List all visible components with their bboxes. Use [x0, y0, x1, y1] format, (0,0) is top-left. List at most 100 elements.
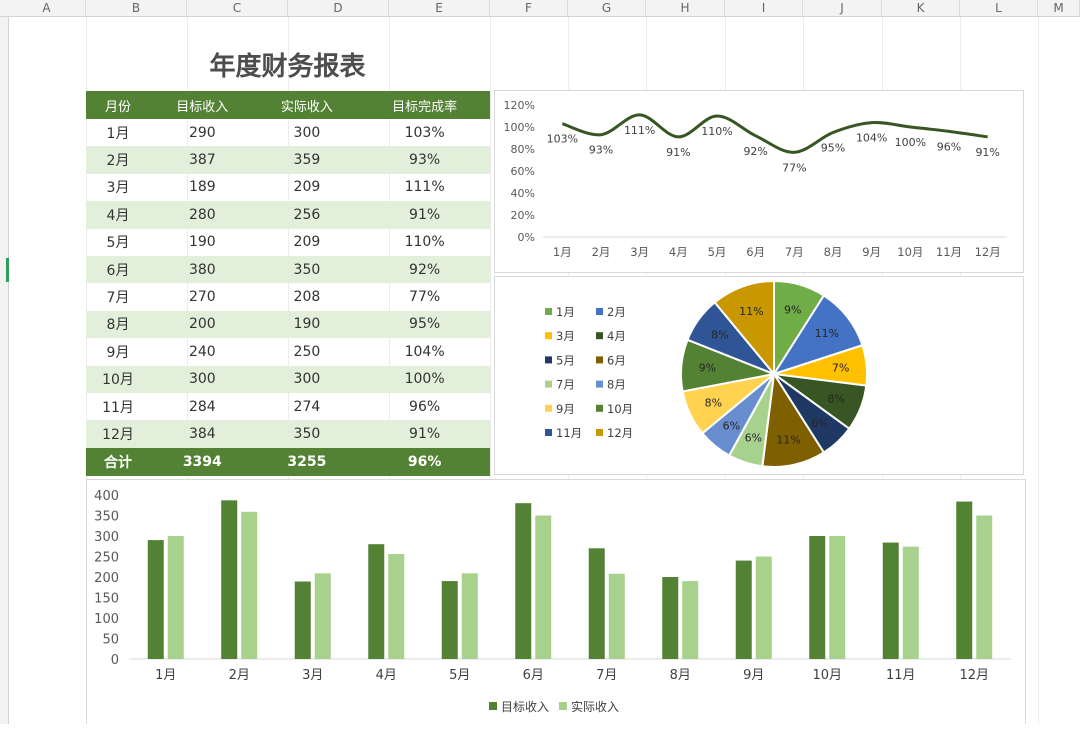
table-cell[interactable]: 350	[254, 255, 360, 284]
column-header-b[interactable]: B	[86, 0, 187, 16]
x-tick-label: 12月	[975, 245, 1001, 259]
table-cell[interactable]: 104%	[404, 343, 445, 360]
sheet-gridline	[490, 17, 491, 724]
table-header-cell[interactable]: 实际收入	[254, 91, 360, 119]
table-cell[interactable]: 384	[150, 420, 255, 448]
table-cell[interactable]: 274	[293, 398, 321, 415]
table-cell[interactable]: 209	[293, 179, 321, 196]
table-cell[interactable]: 111%	[404, 179, 445, 196]
column-header-m[interactable]: M	[1038, 0, 1080, 16]
column-header-e[interactable]: E	[389, 0, 490, 16]
column-header-h[interactable]: H	[646, 0, 725, 16]
table-cell[interactable]: 6月	[86, 255, 150, 284]
table-cell[interactable]: 103%	[404, 124, 445, 141]
x-tick-label: 7月	[596, 668, 617, 683]
table-cell[interactable]: 250	[293, 343, 321, 360]
table-cell[interactable]: 95%	[359, 310, 490, 339]
income-bar-chart[interactable]: 0 50 100 150 200 250 300 350 400 1月 2月 3月 4月 5月 6月 7月 8月…	[86, 479, 1026, 724]
legend-swatch	[596, 356, 603, 364]
legend-swatch	[559, 702, 567, 710]
table-cell[interactable]: 91%	[359, 420, 490, 448]
table-cell[interactable]: 9月	[106, 344, 130, 361]
table-cell[interactable]: 11月	[102, 399, 134, 416]
line-data-label: 111%	[624, 124, 655, 137]
y-tick-label: 120%	[504, 99, 535, 112]
table-cell[interactable]: 189	[188, 179, 216, 196]
table-cell[interactable]: 380	[150, 255, 255, 284]
table-cell[interactable]: 300	[293, 124, 321, 141]
table-cell[interactable]: 284	[188, 398, 216, 415]
table-cell[interactable]: 300	[150, 365, 255, 393]
table-cell[interactable]: 280	[150, 201, 255, 229]
completion-rate-line-chart[interactable]: 0% 20% 40% 60% 80% 100% 120% 1月 2月 3月 4月 5月 6月 7月 8月 9月…	[494, 90, 1024, 273]
table-cell[interactable]: 359	[254, 146, 360, 174]
column-header-l[interactable]: L	[960, 0, 1038, 16]
table-cell[interactable]: 3月	[106, 180, 130, 197]
table-cell[interactable]: 190	[254, 310, 360, 339]
table-cell[interactable]: 240	[188, 343, 216, 360]
table-cell[interactable]: 10月	[86, 365, 150, 393]
bar	[882, 542, 899, 659]
column-header-i[interactable]: I	[725, 0, 803, 16]
column-header-k[interactable]: K	[882, 0, 960, 16]
table-header-cell[interactable]: 月份	[86, 91, 150, 119]
bar	[388, 554, 405, 659]
table-cell[interactable]: 77%	[409, 289, 441, 306]
table-cell[interactable]: 1月	[106, 125, 130, 142]
bar	[167, 536, 184, 659]
table-cell[interactable]: 350	[254, 420, 360, 448]
column-header-g[interactable]: G	[568, 0, 646, 16]
total-cell[interactable]: 96%	[359, 447, 490, 476]
table-cell[interactable]: 190	[188, 234, 216, 251]
pie-slice	[713, 279, 775, 377]
table-cell[interactable]: 290	[188, 124, 216, 141]
pie-data-label: 6%	[745, 432, 762, 445]
column-header-c[interactable]: C	[187, 0, 288, 16]
table-cell[interactable]: 208	[293, 289, 321, 306]
table-cell[interactable]: 200	[150, 310, 255, 339]
table-cell[interactable]: 270	[188, 289, 216, 306]
column-header-f[interactable]: F	[490, 0, 568, 16]
total-cell[interactable]: 3255	[254, 447, 360, 476]
bar-chart-svg: 0 50 100 150 200 250 300 350 400 1月 2月 3月 4月 5月 6月 7月 8月…	[94, 489, 1011, 714]
table-cell[interactable]: 4月	[86, 201, 150, 229]
x-tick-label: 7月	[785, 245, 804, 259]
table-cell[interactable]: 300	[254, 365, 360, 393]
y-tick-label: 0	[111, 653, 119, 668]
total-cell[interactable]: 3394	[150, 447, 255, 476]
bar	[682, 581, 699, 659]
column-header-j[interactable]: J	[803, 0, 882, 16]
pie-data-label: 6%	[811, 417, 828, 430]
table-header-cell[interactable]: 目标收入	[150, 91, 255, 119]
table-cell[interactable]: 387	[150, 146, 255, 174]
table-cell[interactable]: 92%	[359, 255, 490, 284]
table-cell[interactable]: 8月	[86, 310, 150, 339]
table-header-cell[interactable]: 目标完成率	[359, 91, 490, 119]
table-cell[interactable]: 96%	[409, 398, 441, 415]
pie-data-label: 11%	[776, 433, 800, 446]
column-header-a[interactable]: A	[8, 0, 86, 16]
column-header-d[interactable]: D	[288, 0, 389, 16]
table-cell[interactable]: 12月	[86, 420, 150, 448]
x-tick-label: 12月	[959, 668, 989, 683]
table-cell[interactable]: 110%	[404, 234, 445, 251]
total-cell[interactable]: 合计	[86, 447, 150, 476]
legend-label: 2月	[607, 305, 626, 319]
table-cell[interactable]: 93%	[359, 146, 490, 174]
table-cell[interactable]: 256	[254, 201, 360, 229]
y-tick-label: 40%	[511, 187, 535, 200]
monthly-share-pie-chart[interactable]: 9% 11% 7% 8% 6% 11% 6% 6% 8% 9% 8% 11% 1月 2月 3月 4月 5月 6月 7…	[494, 276, 1024, 475]
table-cell[interactable]: 91%	[359, 201, 490, 229]
x-tick-label: 10月	[812, 668, 842, 683]
table-cell[interactable]: 2月	[86, 146, 150, 174]
bar	[829, 536, 846, 659]
table-cell[interactable]: 209	[293, 234, 321, 251]
x-tick-label: 4月	[376, 668, 397, 683]
table-cell[interactable]: 100%	[359, 365, 490, 393]
line-data-label: 95%	[821, 142, 845, 155]
y-tick-label: 0%	[518, 231, 535, 244]
table-row: 8月 200 190 95%	[86, 310, 490, 339]
table-cell[interactable]: 7月	[106, 290, 130, 307]
pie-data-label: 11%	[739, 305, 763, 318]
table-cell[interactable]: 5月	[106, 235, 130, 252]
